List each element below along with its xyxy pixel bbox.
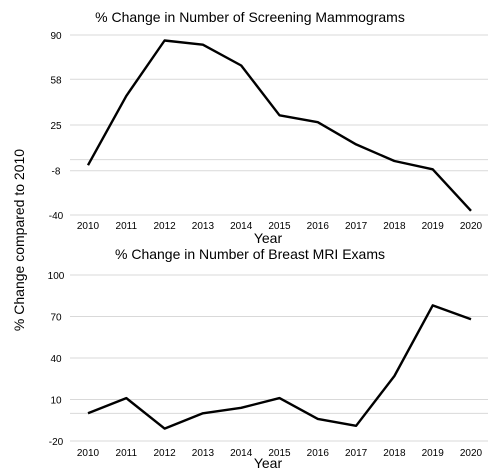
x-tick-label: 2013 [192,448,215,459]
x-tick-label: 2011 [116,221,138,232]
y-tick-label: 10 [50,396,62,407]
x-tick-label: 2016 [307,221,330,232]
x-tick-label: 2010 [77,448,100,459]
x-tick-label: 2019 [422,448,445,459]
x-axis-label: Year [254,230,283,246]
x-tick-label: 2014 [230,221,253,232]
x-tick-label: 2017 [345,221,368,232]
y-axis-label: % Change compared to 2010 [11,149,27,331]
x-tick-label: 2014 [230,448,253,459]
x-tick-label: 2018 [383,221,406,232]
x-tick-label: 2019 [422,221,445,232]
x-tick-label: 2012 [153,448,176,459]
chart-breast-mri-exams: % Change in Number of Breast MRI Exams 10… [48,246,488,471]
y-tick-label: 25 [50,121,62,132]
x-tick-label: 2015 [268,448,291,459]
y-tick-label: 40 [50,354,62,365]
x-tick-label: 2012 [153,221,176,232]
y-tick-label: -40 [49,211,64,222]
y-tick-label: 90 [50,31,62,42]
x-tick-label: 2017 [345,448,368,459]
y-tick-label: 100 [48,271,65,282]
y-tick-label: -20 [49,437,64,448]
x-axis-label: Year [254,455,283,471]
x-tick-label: 2020 [460,221,483,232]
chart-title: % Change in Number of Screening Mammogra… [95,9,405,25]
y-tick-label: 58 [50,75,62,86]
x-tick-label: 2013 [192,221,215,232]
series-line [86,39,472,212]
x-tick-label: 2015 [268,221,291,232]
x-tick-label: 2016 [307,448,330,459]
series-line [87,304,472,430]
y-tick-label: 70 [50,313,62,324]
chart-title: % Change in Number of Breast MRI Exams [115,246,385,262]
x-tick-label: 2011 [116,448,138,459]
x-tick-label: 2010 [77,221,100,232]
x-tick-label: 2020 [460,448,483,459]
y-tick-label: -8 [52,167,61,178]
chart-screening-mammograms: % Change in Number of Screening Mammogra… [49,9,488,246]
x-tick-label: 2018 [383,448,406,459]
